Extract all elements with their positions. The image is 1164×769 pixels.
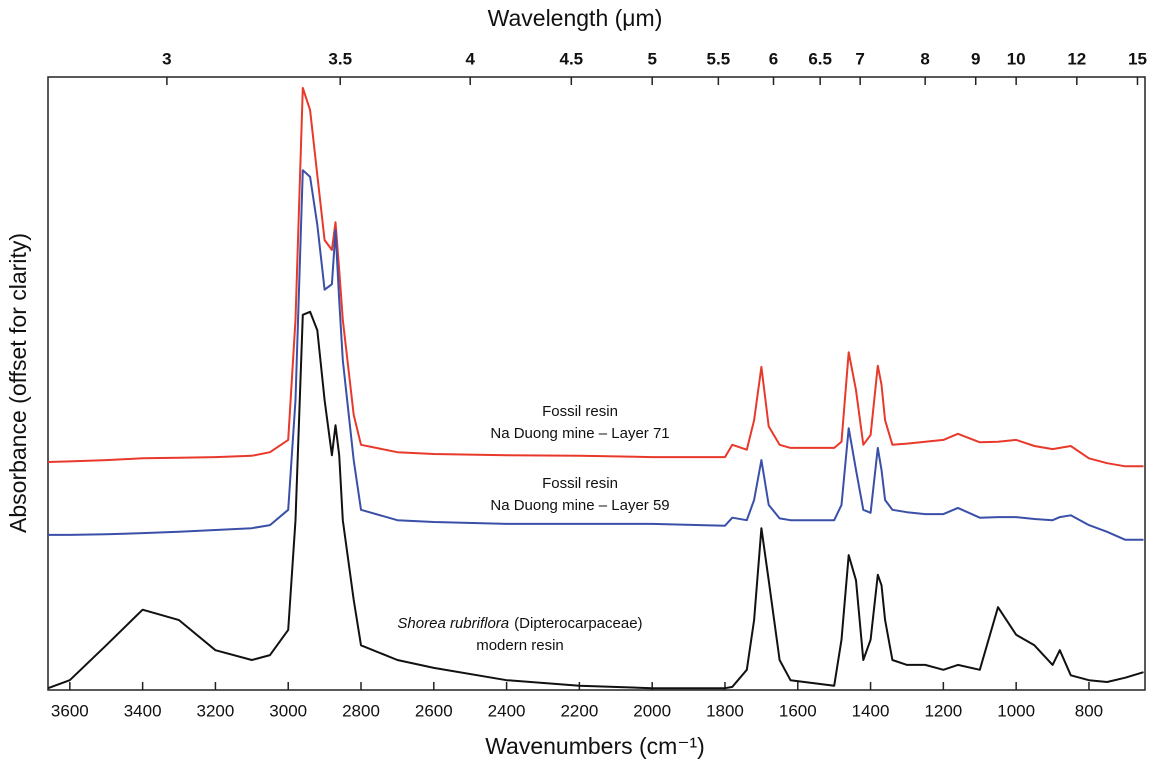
top-axis-title: Wavelength (μm)	[488, 5, 663, 31]
top-tick-label: 3	[162, 49, 171, 68]
top-tick-label: 5.5	[707, 49, 731, 68]
top-tick-label: 15	[1128, 49, 1147, 68]
annotation: modern resin	[476, 637, 564, 654]
x-tick-label: 2400	[488, 701, 526, 720]
x-tick-label: 3000	[269, 701, 307, 720]
x-tick-label: 2800	[342, 701, 380, 720]
x-tick-label: 2600	[415, 701, 453, 720]
annotation-part: (Dipterocarpaceae)	[514, 615, 642, 632]
x-tick-label: 3400	[124, 701, 162, 720]
annotation: Na Duong mine – Layer 71	[490, 425, 669, 442]
spectrum-line	[48, 169, 1144, 541]
top-tick-label: 6	[769, 49, 778, 68]
x-tick-label: 3200	[197, 701, 235, 720]
plot-frame	[47, 76, 1146, 691]
x-axis-title: Wavenumbers (cm⁻¹)	[485, 733, 705, 759]
x-tick-label: 1000	[997, 701, 1035, 720]
x-tick-label: 1400	[852, 701, 890, 720]
top-tick-label: 7	[855, 49, 864, 68]
x-tick-label: 800	[1075, 701, 1103, 720]
spectrum-line	[47, 87, 1144, 468]
y-axis-title: Absorbance (offset for clarity)	[5, 233, 31, 533]
x-tick-label: 2000	[633, 701, 671, 720]
top-tick-label: 5	[647, 49, 656, 68]
spectrum-line	[47, 310, 1144, 690]
top-tick-label: 9	[971, 49, 980, 68]
annotation-italic: Shorea rubriflora	[397, 615, 509, 632]
top-tick-label: 10	[1007, 49, 1026, 68]
annotation: Fossil resin	[542, 475, 618, 492]
x-tick-label: 1200	[924, 701, 962, 720]
top-tick-label: 8	[920, 49, 929, 68]
top-tick-label: 12	[1067, 49, 1086, 68]
top-tick-label: 4	[465, 49, 475, 68]
x-tick-label: 3600	[51, 701, 89, 720]
x-tick-label: 1600	[779, 701, 817, 720]
top-tick-label: 4.5	[559, 49, 583, 68]
x-tick-label: 1800	[706, 701, 744, 720]
annotation: Shorea rubriflora (Dipterocarpaceae)	[397, 615, 642, 632]
top-tick-label: 3.5	[328, 49, 352, 68]
top-tick-label: 6.5	[808, 49, 832, 68]
annotation: Na Duong mine – Layer 59	[490, 497, 669, 514]
x-tick-label: 2200	[560, 701, 598, 720]
annotation: Fossil resin	[542, 403, 618, 420]
